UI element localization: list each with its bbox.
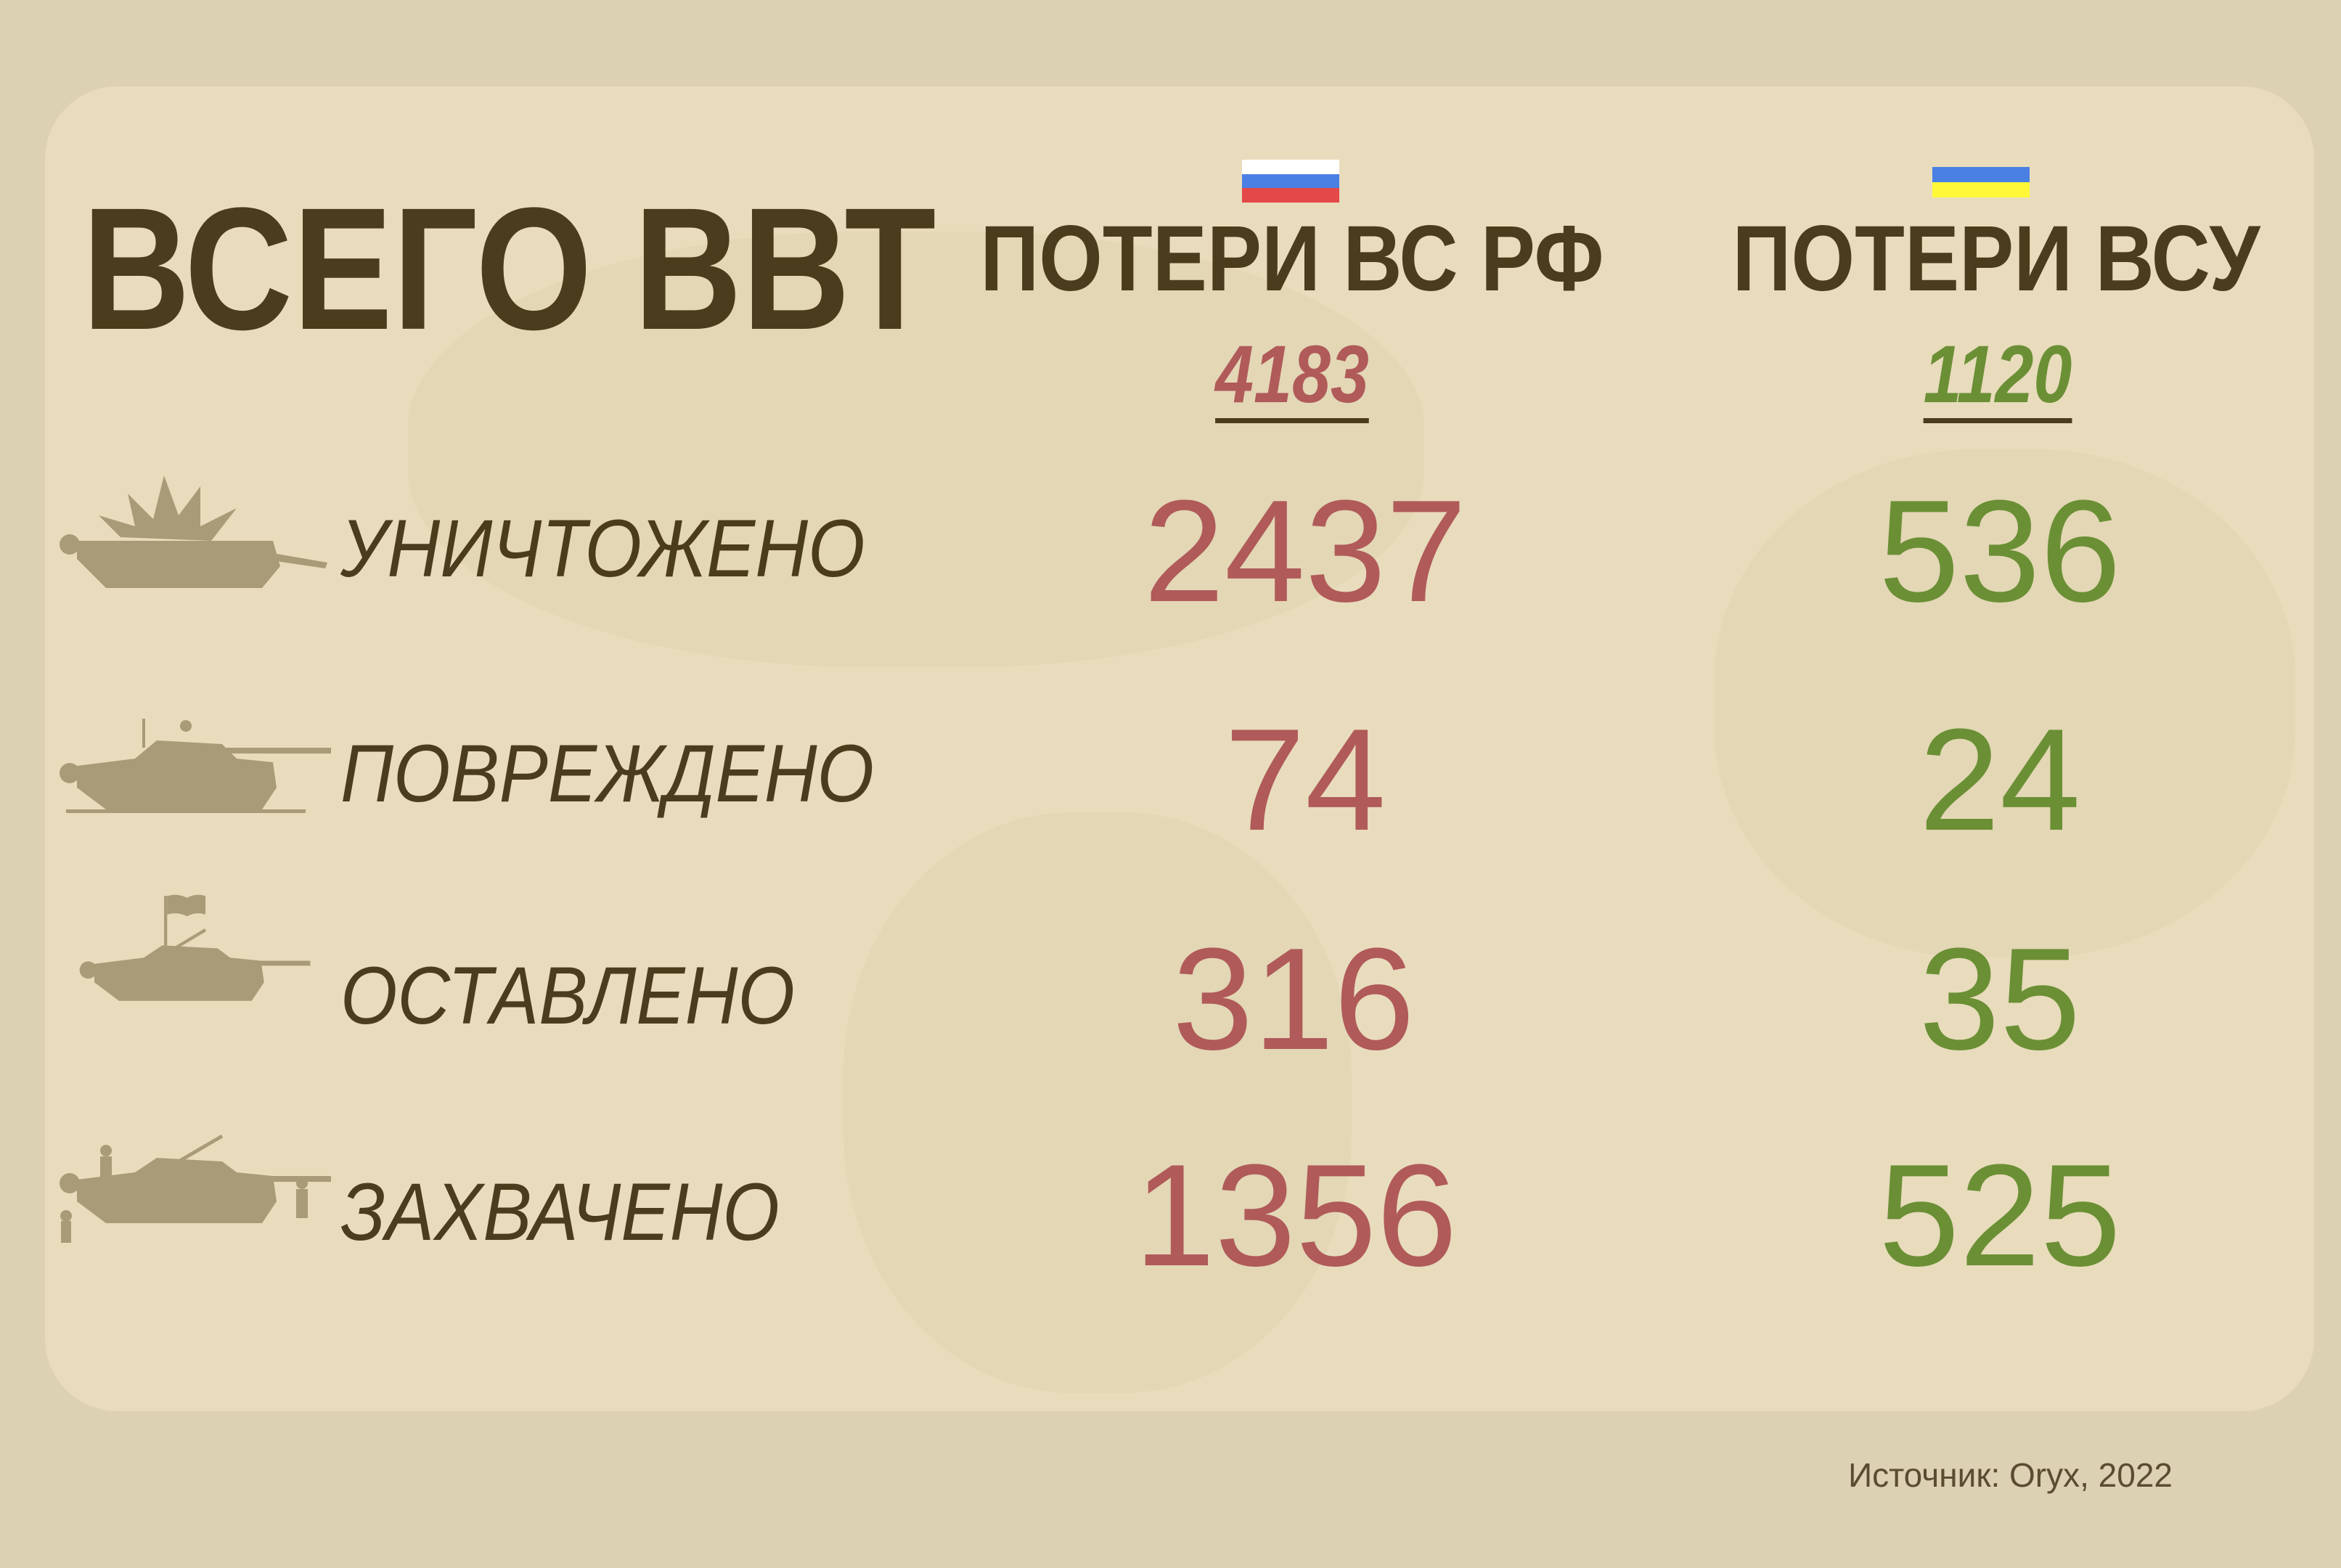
row-label-captured: ЗАХВАЧЕНО [340,1167,780,1257]
ukraine-flag-icon [1932,167,2030,197]
value-ukraine-abandoned: 35 [1919,918,2081,1080]
damaged-tank-icon [60,719,331,813]
source-caption: Источник: Oryx, 2022 [1848,1456,2173,1494]
column-header-russia: ПОТЕРИ ВС РФ [980,207,1604,311]
row-label-destroyed: УНИЧТОЖЕНО [340,503,865,594]
world-map-background [843,812,1352,1393]
infographic-card [45,86,2314,1411]
russia-flag-icon [1242,160,1339,203]
column-header-ukraine: ПОТЕРИ ВСУ [1732,207,2260,311]
value-russia-destroyed: 2437 [1143,470,1467,632]
page-title: ВСЕГО ВВТ [82,171,936,366]
value-russia-damaged: 74 [1224,699,1386,861]
abandoned-tank-icon [79,894,311,1001]
value-ukraine-destroyed: 536 [1879,470,2121,632]
value-russia-abandoned: 316 [1172,918,1415,1080]
destroyed-tank-icon [60,475,327,588]
value-ukraine-captured: 525 [1879,1135,2121,1297]
value-russia-captured: 1356 [1134,1135,1458,1297]
captured-tank-icon [60,1134,331,1243]
world-map-background [1715,449,2295,957]
row-label-abandoned: ОСТАВЛЕНО [340,950,795,1041]
total-ukraine: 1120 [1923,334,2072,423]
total-russia: 4183 [1215,334,1369,423]
value-ukraine-damaged: 24 [1919,699,2081,861]
row-label-damaged: ПОВРЕЖДЕНО [340,728,874,819]
world-map-background [408,232,1424,667]
